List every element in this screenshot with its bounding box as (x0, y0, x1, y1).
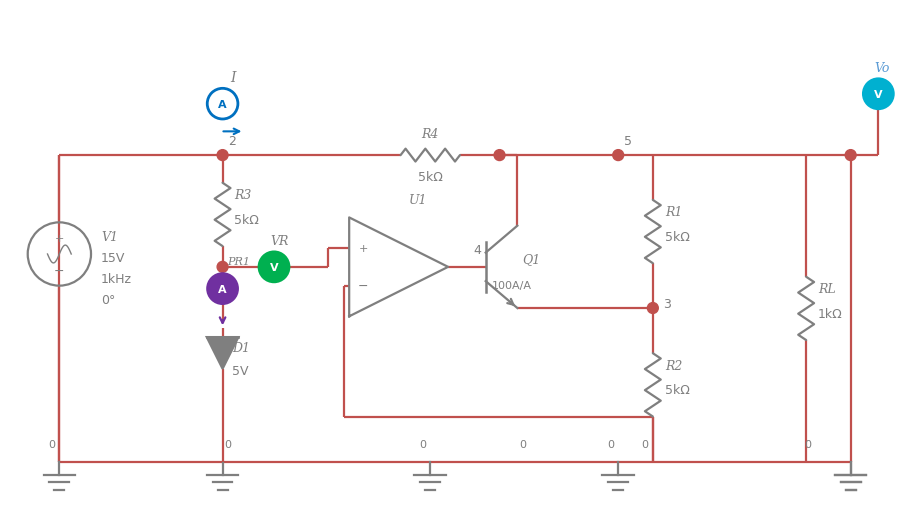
Text: 0: 0 (224, 439, 231, 449)
Text: Vo: Vo (874, 62, 889, 74)
Text: 0: 0 (606, 439, 613, 449)
Text: +: + (55, 233, 64, 243)
Text: 1kΩ: 1kΩ (817, 307, 842, 320)
Text: 3: 3 (662, 297, 670, 310)
Text: V1: V1 (101, 230, 118, 243)
Text: 4: 4 (474, 243, 481, 256)
Text: R2: R2 (664, 359, 681, 372)
Circle shape (217, 150, 228, 161)
Polygon shape (207, 337, 238, 369)
Text: 5: 5 (623, 134, 631, 148)
Text: 100A/A: 100A/A (491, 280, 531, 290)
Text: A: A (218, 284, 227, 294)
Text: V: V (270, 262, 278, 272)
Text: 5kΩ: 5kΩ (417, 171, 442, 184)
Text: A: A (218, 99, 227, 109)
Text: 0: 0 (804, 439, 811, 449)
Text: −: − (54, 265, 65, 277)
Text: 5V: 5V (232, 364, 249, 378)
Circle shape (259, 252, 289, 282)
Circle shape (612, 150, 623, 161)
Text: V: V (873, 90, 882, 100)
Text: 0: 0 (48, 439, 55, 449)
Text: 0: 0 (518, 439, 526, 449)
Text: 1kHz: 1kHz (101, 273, 132, 286)
Circle shape (207, 89, 238, 120)
Circle shape (862, 79, 893, 110)
Text: A: A (218, 99, 227, 109)
Text: 5kΩ: 5kΩ (234, 213, 259, 227)
Circle shape (207, 274, 238, 304)
Text: 5kΩ: 5kΩ (664, 231, 689, 243)
Text: 0°: 0° (101, 293, 115, 306)
Text: 0: 0 (640, 439, 648, 449)
Text: 5kΩ: 5kΩ (664, 384, 689, 397)
Text: D1: D1 (232, 342, 251, 355)
Text: R4: R4 (421, 128, 438, 140)
Text: PR1: PR1 (227, 257, 251, 266)
Text: I: I (230, 71, 236, 85)
Text: −: − (357, 279, 368, 293)
Text: +: + (358, 244, 367, 253)
Text: R1: R1 (664, 206, 681, 219)
Text: R3: R3 (234, 189, 251, 202)
Text: RL: RL (817, 282, 834, 296)
Circle shape (494, 150, 505, 161)
Text: VR: VR (270, 234, 288, 247)
Circle shape (844, 150, 855, 161)
Text: 15V: 15V (101, 252, 125, 265)
Text: U1: U1 (408, 194, 426, 207)
Circle shape (647, 303, 658, 314)
Circle shape (217, 262, 228, 273)
Text: Q1: Q1 (522, 253, 540, 266)
Text: 2: 2 (229, 134, 236, 148)
Text: 0: 0 (418, 439, 425, 449)
